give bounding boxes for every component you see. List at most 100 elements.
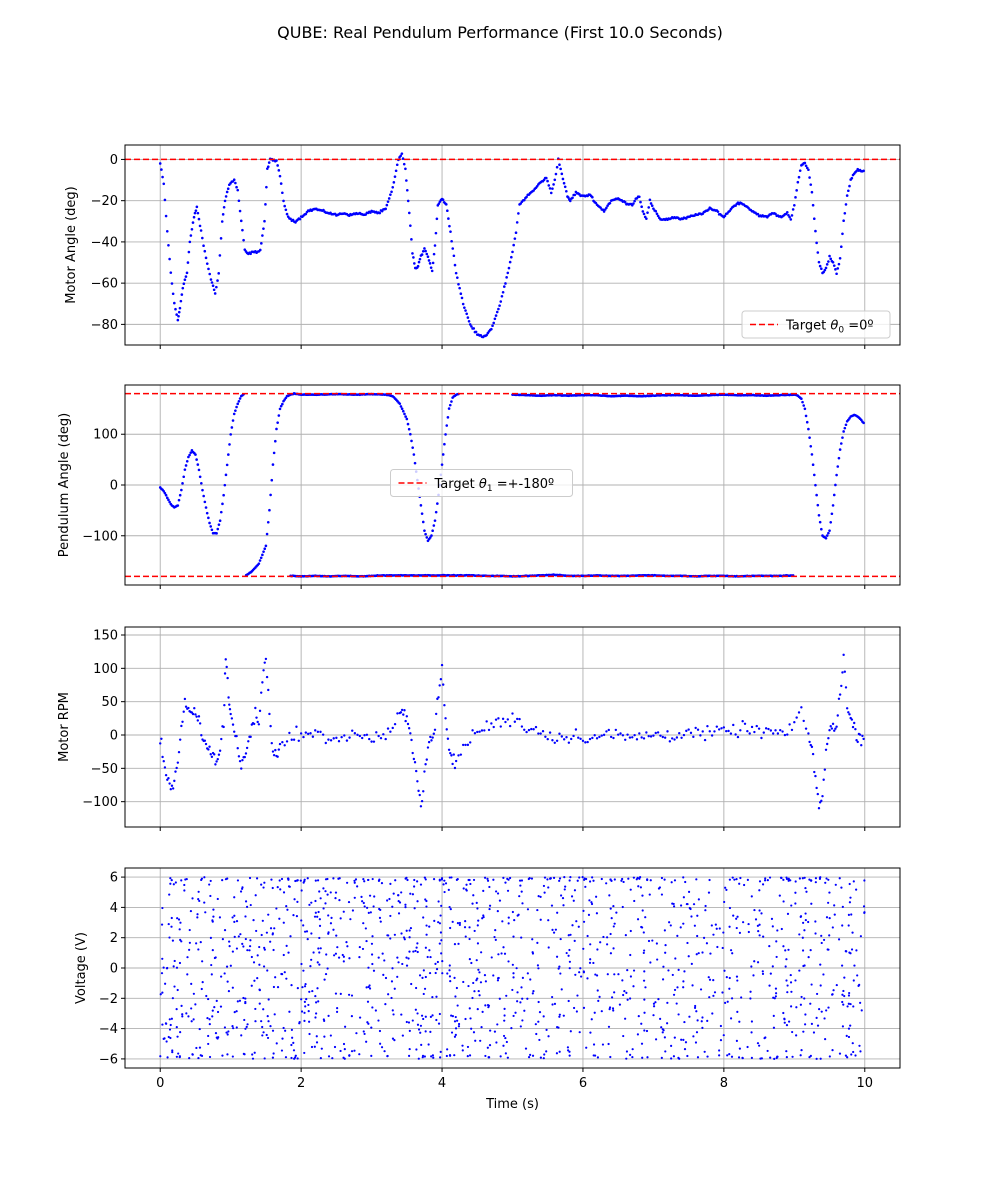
data-point	[198, 899, 201, 903]
data-point	[308, 1032, 311, 1036]
data-point	[267, 1020, 270, 1023]
data-point	[354, 878, 358, 881]
y-tick-label: −4	[99, 1022, 118, 1037]
data-point	[429, 266, 433, 269]
data-point	[685, 729, 688, 733]
data-point	[656, 731, 660, 734]
data-point	[397, 912, 401, 915]
data-point	[255, 716, 258, 719]
data-point	[431, 1054, 435, 1057]
data-point	[183, 278, 187, 281]
data-point	[293, 1057, 296, 1060]
data-point	[786, 912, 790, 916]
data-point	[838, 1052, 842, 1055]
data-point	[362, 878, 365, 881]
data-point	[696, 728, 700, 731]
data-point	[370, 953, 374, 956]
data-point	[562, 1014, 565, 1017]
data-point	[317, 910, 320, 914]
data-point	[613, 973, 616, 976]
data-point	[233, 1011, 236, 1014]
data-point	[251, 1057, 255, 1060]
data-point	[668, 740, 672, 743]
data-point	[773, 997, 776, 1000]
data-point	[213, 292, 217, 295]
data-point	[637, 885, 640, 888]
data-point	[640, 1042, 644, 1045]
data-point	[167, 922, 170, 926]
data-point	[332, 737, 335, 740]
data-point	[607, 1025, 611, 1028]
data-point	[275, 907, 278, 910]
data-point	[372, 969, 376, 972]
data-point	[175, 1007, 178, 1011]
data-point	[522, 198, 526, 202]
data-point	[266, 167, 269, 170]
data-point	[371, 935, 374, 938]
data-point	[182, 710, 185, 713]
data-point	[437, 696, 440, 699]
data-point	[692, 903, 696, 906]
data-point	[814, 932, 817, 935]
data-point	[353, 881, 356, 884]
data-point	[519, 884, 522, 887]
data-point	[848, 184, 851, 188]
data-point	[486, 1046, 489, 1049]
data-point	[445, 1054, 448, 1058]
data-point	[413, 885, 416, 888]
data-point	[732, 723, 735, 727]
data-point	[488, 907, 491, 911]
data-point	[661, 978, 665, 981]
data-point	[656, 214, 660, 218]
data-point	[465, 312, 469, 316]
data-point	[226, 1053, 229, 1056]
data-point	[476, 942, 480, 945]
data-point	[841, 1025, 845, 1028]
data-point	[176, 318, 180, 322]
data-point	[513, 237, 517, 240]
data-point	[838, 693, 842, 696]
data-point	[386, 899, 389, 902]
data-point	[218, 916, 222, 919]
data-point	[177, 314, 180, 318]
data-point	[227, 453, 230, 456]
data-point	[494, 929, 497, 932]
data-point	[310, 932, 313, 935]
data-point	[476, 924, 479, 927]
data-point	[210, 528, 214, 532]
data-point	[827, 531, 830, 535]
data-point	[816, 1024, 820, 1027]
data-point	[374, 1009, 377, 1012]
data-point	[233, 730, 236, 733]
data-point	[736, 915, 739, 918]
data-point	[392, 892, 395, 895]
data-point	[226, 187, 230, 191]
data-point	[170, 282, 174, 285]
data-point	[163, 198, 167, 202]
data-point	[171, 939, 175, 942]
data-point	[244, 997, 247, 1000]
data-point	[862, 737, 865, 741]
data-point	[502, 285, 506, 288]
data-point	[673, 1036, 676, 1039]
data-point	[670, 1057, 673, 1060]
data-point	[216, 757, 219, 761]
data-point	[211, 1009, 214, 1012]
data-point	[793, 203, 796, 207]
data-point	[750, 895, 753, 898]
data-point	[673, 879, 677, 882]
data-point	[780, 927, 783, 931]
data-point	[529, 1053, 532, 1056]
data-point	[741, 1056, 744, 1059]
data-point	[613, 991, 616, 994]
data-point	[769, 972, 772, 975]
data-point	[632, 969, 636, 972]
data-point	[165, 229, 169, 233]
data-point	[747, 930, 750, 934]
data-point	[403, 709, 406, 712]
data-point	[303, 1051, 306, 1055]
data-point	[231, 1055, 234, 1058]
data-point	[169, 1036, 172, 1040]
